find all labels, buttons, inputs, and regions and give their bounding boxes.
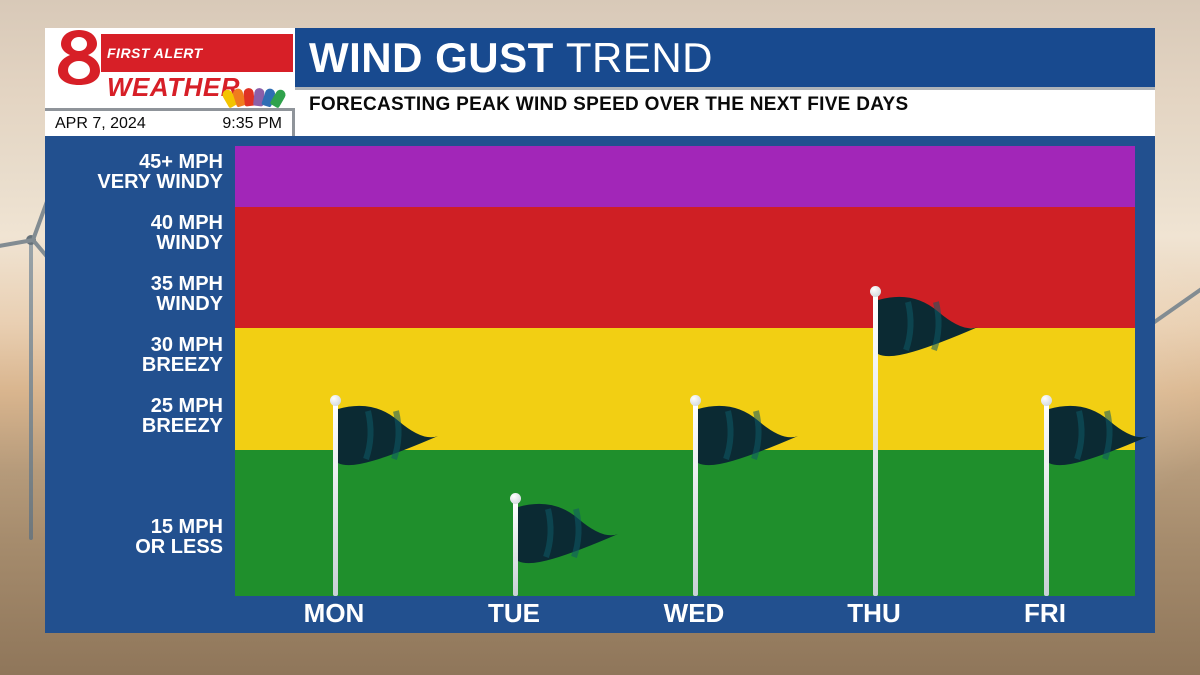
x-axis-label: MON: [304, 598, 365, 629]
y-axis-label: 45+ MPHVERY WINDY: [97, 152, 223, 192]
y-axis-label: 30 MPHBREEZY: [142, 335, 223, 375]
x-axis-labels: MON TUE WED THU FRI: [235, 598, 1135, 630]
y-axis-labels: 45+ MPHVERY WINDY 40 MPHWINDY 35 MPHWINDY 3…: [45, 146, 235, 596]
wind-band: [235, 146, 1135, 207]
wind-band: [235, 450, 1135, 596]
flag-icon: [518, 503, 618, 565]
y-axis-label: 25 MPHBREEZY: [142, 396, 223, 436]
wind-band: [235, 207, 1135, 329]
weather-panel: FIRST ALERT WEATHER APR 7, 2024 9:35 PM …: [45, 28, 1155, 633]
subtitle-text: FORECASTING PEAK WIND SPEED OVER THE NEX…: [309, 94, 908, 116]
wind-flag-marker: [873, 292, 875, 596]
flag-icon: [338, 405, 438, 467]
broadcast-time: 9:35 PM: [222, 115, 282, 133]
flag-icon: [1049, 405, 1149, 467]
title-light: TREND: [566, 34, 713, 82]
nbc-peacock-icon: [229, 76, 287, 106]
title-bar: WIND GUST TREND: [295, 28, 1155, 90]
y-axis-label: 40 MPHWINDY: [151, 213, 223, 253]
x-axis-label: WED: [664, 598, 725, 629]
date-time-bar: APR 7, 2024 9:35 PM: [45, 108, 295, 136]
brand-line-2: WEATHER: [107, 72, 240, 103]
flag-icon: [698, 405, 798, 467]
station-logo-box: FIRST ALERT WEATHER: [45, 28, 298, 108]
wind-flag-marker: [333, 401, 335, 596]
subtitle-bar: FORECASTING PEAK WIND SPEED OVER THE NEX…: [295, 90, 1155, 136]
brand-line-1: FIRST ALERT: [107, 46, 293, 60]
x-axis-label: TUE: [488, 598, 540, 629]
x-axis-label: FRI: [1024, 598, 1066, 629]
channel-8-logo: [53, 28, 105, 86]
wind-flag-marker: [513, 499, 515, 596]
y-axis-label: 35 MPHWINDY: [151, 274, 223, 314]
first-alert-badge: FIRST ALERT: [101, 34, 293, 72]
wind-flag-marker: [1044, 401, 1046, 596]
flag-icon: [878, 296, 978, 358]
title-bold: WIND GUST: [309, 34, 554, 82]
x-axis-label: THU: [847, 598, 900, 629]
wind-flag-marker: [693, 401, 695, 596]
wind-gust-chart: [235, 146, 1135, 596]
y-axis-label: 15 MPHOR LESS: [135, 517, 223, 557]
broadcast-date: APR 7, 2024: [55, 115, 146, 133]
